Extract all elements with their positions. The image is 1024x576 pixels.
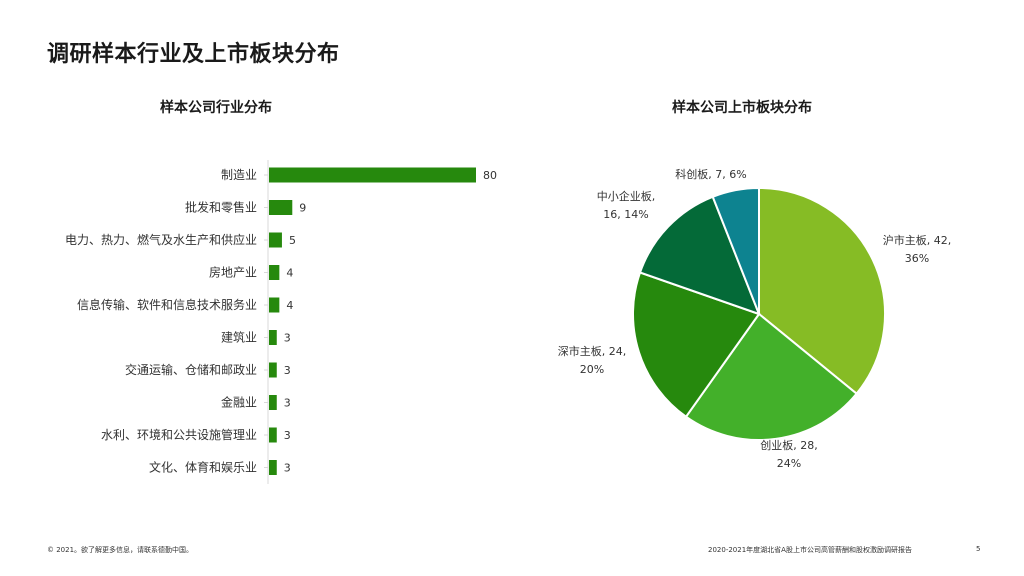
bar-value-label: 5 (289, 234, 296, 247)
bar-value-label: 3 (284, 462, 291, 475)
bar (269, 395, 277, 410)
pie-data-label: 科创板, 7, 6% (675, 167, 746, 181)
bar-value-label: 9 (299, 202, 306, 215)
pie-slice (632, 271, 761, 419)
pie-data-label: 中小企业板, 16, 14% (597, 189, 656, 221)
bar-category-label: 电力、热力、燃气及水生产和供应业 (65, 232, 257, 247)
bar (269, 297, 280, 313)
bar (269, 200, 293, 215)
bar-value-label: 3 (284, 364, 291, 377)
footer-copyright: © 2021。欲了解更多信息，请联系德勤中国。 (47, 546, 194, 554)
page-number: 5 (976, 545, 981, 553)
bar-category-label: 制造业 (221, 168, 257, 182)
pie-slice (711, 186, 760, 315)
pie-slice (758, 186, 886, 396)
bar-value-label: 3 (284, 397, 291, 410)
bar (269, 265, 280, 280)
bar-category-label: 信息传输、软件和信息技术服务业 (77, 297, 257, 312)
bar (269, 427, 277, 443)
bar-value-label: 3 (284, 332, 291, 345)
bar-category-label: 文化、体育和娱乐业 (149, 460, 257, 475)
bar-category-label: 建筑业 (221, 330, 257, 345)
bar-value-label: 80 (483, 169, 497, 182)
pie-data-label: 深市主板, 24, 20% (558, 344, 627, 376)
footer-report-title: 2020-2021年度湖北省A股上市公司高管薪酬和股权激励调研报告 (708, 546, 912, 554)
bar (269, 330, 277, 345)
bar (269, 460, 277, 475)
bar-value-label: 4 (286, 267, 293, 280)
pie-data-label: 沪市主板, 42, 36% (883, 233, 952, 265)
bar (269, 232, 282, 248)
bar (269, 167, 476, 183)
pie-slice (638, 195, 761, 316)
bar-category-label: 批发和零售业 (185, 200, 257, 215)
pie-slice (684, 312, 859, 441)
bar-category-label: 交通运输、仓储和邮政业 (125, 362, 257, 377)
bar-category-label: 水利、环境和公共设施管理业 (101, 427, 257, 442)
pie-chart-title: 样本公司上市板块分布 (672, 100, 812, 116)
bar (269, 362, 277, 378)
bar-value-label: 3 (284, 429, 291, 442)
bar-chart-title: 样本公司行业分布 (160, 100, 272, 116)
bar-category-label: 房地产业 (209, 265, 257, 280)
bar-category-label: 金融业 (221, 395, 257, 410)
bar-value-label: 4 (286, 299, 293, 312)
page-title: 调研样本行业及上市板块分布 (47, 42, 340, 67)
pie-data-label: 创业板, 28, 24% (760, 438, 818, 470)
